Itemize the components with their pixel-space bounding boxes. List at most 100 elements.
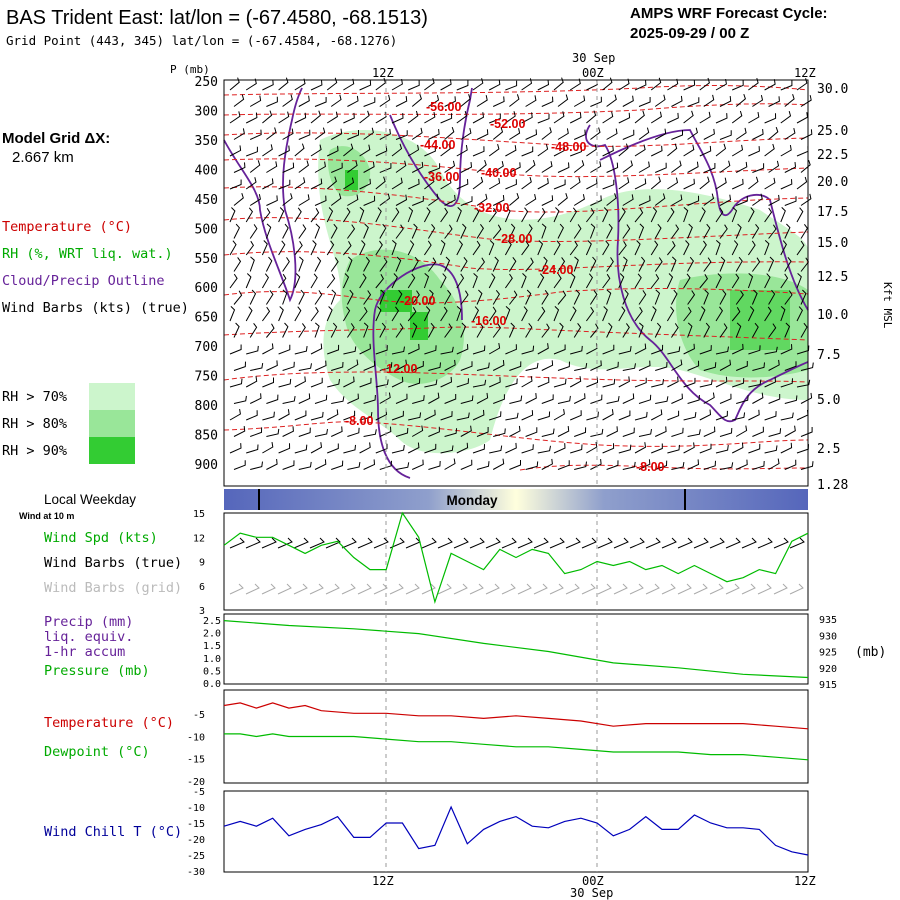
wind-barb: [331, 396, 345, 404]
wind-barb: [719, 256, 726, 272]
wind-barb: [667, 346, 681, 355]
wind-barb: [343, 177, 355, 190]
wind-barb: [687, 97, 700, 107]
wind-barb: [488, 343, 501, 355]
wind-barb: [310, 208, 320, 223]
wind-barb: [391, 143, 403, 157]
wind-barb: [784, 459, 797, 470]
wind-barb: [638, 97, 651, 107]
pressure-unit: (mb): [855, 645, 886, 660]
wind-barb: [622, 224, 631, 239]
wind-barb: [602, 344, 615, 355]
wind-barb: [748, 112, 760, 124]
wind-barb: [444, 323, 453, 338]
wind-barb: [569, 376, 582, 388]
wind-barb: [784, 196, 797, 206]
wind-barb: [233, 94, 245, 107]
wind-barb: [780, 344, 793, 355]
wind-barb: [229, 273, 238, 289]
wind-barb-true: [661, 537, 677, 549]
wind-barb: [391, 273, 398, 289]
wind-barb: [683, 144, 695, 157]
wind-barb: [699, 443, 712, 454]
wind-barb: [606, 460, 619, 470]
wind-barb: [249, 256, 255, 272]
height-axis-title: Kft MSL: [881, 282, 894, 329]
wind-barb: [735, 290, 744, 305]
wind-barb: [703, 94, 715, 107]
wind-barb: [460, 256, 468, 272]
wind-barb: [719, 359, 732, 371]
wind-barb: [347, 130, 359, 140]
wind-barb: [476, 392, 489, 404]
wind-barb: [310, 79, 323, 91]
wind-barb: [764, 177, 776, 190]
wind-barb: [229, 378, 243, 388]
wind-barb: [573, 194, 585, 206]
wind-barb: [719, 393, 732, 404]
wind-barb: [375, 111, 387, 124]
wind-barb: [553, 207, 560, 223]
wind-barb: [634, 208, 644, 223]
wind-barb: [574, 427, 587, 437]
wind-barb: [796, 306, 803, 322]
wind-barb: [541, 394, 554, 404]
temp-label: -48.00: [551, 140, 586, 154]
wind-barb-grid: [661, 583, 676, 595]
wind-barb: [654, 426, 667, 437]
top-tick-00z: 00Z: [582, 66, 604, 80]
wind-barb: [715, 346, 729, 355]
wind-barb: [379, 392, 391, 404]
wind-barb: [602, 273, 611, 289]
wind-barb-grid: [341, 583, 356, 595]
wind-barb-true: [789, 537, 805, 549]
wind-barb: [505, 378, 518, 388]
chill-panel-frame: [223, 790, 809, 873]
wind-barb: [687, 322, 693, 338]
wind-barb: [379, 322, 386, 338]
wind-barb: [407, 307, 417, 322]
wind-barb: [395, 130, 408, 140]
chill-y-tick: -15: [187, 819, 205, 830]
temperature-labels: -56.00 -52.00 -48.00 -44.00 -40.00 -36.0…: [345, 100, 665, 474]
wind-barb: [395, 359, 408, 371]
wind-barb-grid: [629, 583, 644, 595]
wind-barb: [699, 274, 709, 289]
wind-barb-true: [309, 537, 325, 549]
wind-barb: [346, 224, 356, 239]
wind-barb: [391, 410, 404, 421]
wind-barb: [590, 360, 602, 371]
wind-barb: [537, 240, 544, 256]
wind-barb: [569, 177, 581, 190]
precip-y-tick: 1.0: [203, 654, 221, 665]
wind-barb: [246, 146, 258, 157]
wind-barb: [796, 146, 809, 157]
wind-barb: [731, 144, 744, 157]
wind-barb: [622, 160, 633, 173]
wind-barb: [444, 126, 455, 140]
wind-barb: [735, 161, 748, 173]
precip-y-ticks: 2.5 2.01.5 1.00.5 0.0: [203, 616, 221, 690]
wind-barb: [444, 359, 456, 371]
chill-y-ticks: -5 -10 -15 -20 -25 -30: [187, 787, 205, 878]
wind-barb: [606, 257, 614, 272]
wind-barb: [347, 194, 359, 206]
wind-barb: [521, 345, 535, 355]
wind-barb: [249, 129, 262, 140]
wind-barb: [683, 207, 689, 223]
wind-barb: [359, 80, 372, 91]
wind-barb: [719, 323, 728, 338]
wind-barb: [525, 393, 537, 404]
wind-barb: [282, 223, 289, 239]
wind-barb: [347, 462, 361, 470]
wind-barb: [476, 224, 485, 239]
wind-barb-true: [709, 537, 725, 549]
wind-barb: [391, 177, 403, 190]
wind-barb: [282, 289, 288, 305]
wind-barb: [363, 360, 376, 371]
wind-y-ticks: 15 12 9 6 3: [193, 509, 205, 617]
wind-barb: [444, 224, 453, 239]
wind-barb: [492, 289, 501, 305]
wind-barb: [444, 96, 456, 107]
legend-rh80-swatch: [89, 410, 135, 437]
